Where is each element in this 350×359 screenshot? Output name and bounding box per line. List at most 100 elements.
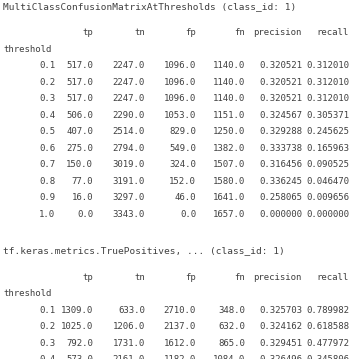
Text: 1382.0: 1382.0: [213, 144, 245, 153]
Text: 517.0: 517.0: [66, 61, 93, 70]
Text: 0.000000: 0.000000: [259, 210, 302, 219]
Text: 275.0: 275.0: [66, 144, 93, 153]
Text: tp: tp: [82, 272, 93, 281]
Text: precision: precision: [254, 28, 302, 37]
Text: 0.9: 0.9: [39, 194, 55, 202]
Text: 2247.0: 2247.0: [113, 94, 145, 103]
Text: 3019.0: 3019.0: [113, 160, 145, 169]
Text: 0.1: 0.1: [39, 61, 55, 70]
Text: 1182.0: 1182.0: [164, 355, 196, 359]
Text: tp: tp: [82, 28, 93, 37]
Text: 0.5: 0.5: [39, 127, 55, 136]
Text: 0.165963: 0.165963: [306, 144, 349, 153]
Text: 0.320521: 0.320521: [259, 78, 302, 87]
Text: 0.000000: 0.000000: [306, 210, 349, 219]
Text: 1206.0: 1206.0: [113, 322, 145, 331]
Text: 2290.0: 2290.0: [113, 111, 145, 120]
Text: 0.3: 0.3: [39, 94, 55, 103]
Text: 0.333738: 0.333738: [259, 144, 302, 153]
Text: 632.0: 632.0: [218, 322, 245, 331]
Text: 0.4: 0.4: [39, 355, 55, 359]
Text: 1641.0: 1641.0: [213, 194, 245, 202]
Text: 407.0: 407.0: [66, 127, 93, 136]
Text: 0.2: 0.2: [39, 78, 55, 87]
Text: 348.0: 348.0: [218, 306, 245, 314]
Text: 150.0: 150.0: [66, 160, 93, 169]
Text: 0.6: 0.6: [39, 144, 55, 153]
Text: threshold: threshold: [3, 289, 51, 298]
Text: tf.keras.metrics.TruePositives, ... (class_id: 1): tf.keras.metrics.TruePositives, ... (cla…: [3, 246, 285, 255]
Text: 16.0: 16.0: [71, 194, 93, 202]
Text: 0.320521: 0.320521: [259, 94, 302, 103]
Text: 0.245625: 0.245625: [306, 127, 349, 136]
Text: 0.0: 0.0: [180, 210, 196, 219]
Text: 573.0: 573.0: [66, 355, 93, 359]
Text: 3297.0: 3297.0: [113, 194, 145, 202]
Text: 0.258065: 0.258065: [259, 194, 302, 202]
Text: 2514.0: 2514.0: [113, 127, 145, 136]
Text: 0.325703: 0.325703: [259, 306, 302, 314]
Text: 0.326496: 0.326496: [259, 355, 302, 359]
Text: recall: recall: [317, 272, 349, 281]
Text: 549.0: 549.0: [169, 144, 196, 153]
Text: 1025.0: 1025.0: [61, 322, 93, 331]
Text: 0.009656: 0.009656: [306, 194, 349, 202]
Text: 3343.0: 3343.0: [113, 210, 145, 219]
Text: 77.0: 77.0: [71, 177, 93, 186]
Text: 2247.0: 2247.0: [113, 61, 145, 70]
Text: 0.046470: 0.046470: [306, 177, 349, 186]
Text: tn: tn: [134, 28, 145, 37]
Text: 2247.0: 2247.0: [113, 78, 145, 87]
Text: 1507.0: 1507.0: [213, 160, 245, 169]
Text: 792.0: 792.0: [66, 339, 93, 348]
Text: 0.324567: 0.324567: [259, 111, 302, 120]
Text: 2161.0: 2161.0: [113, 355, 145, 359]
Text: fn: fn: [234, 272, 245, 281]
Text: 1250.0: 1250.0: [213, 127, 245, 136]
Text: 0.305371: 0.305371: [306, 111, 349, 120]
Text: 0.0: 0.0: [77, 210, 93, 219]
Text: 0.1: 0.1: [39, 306, 55, 314]
Text: 0.618588: 0.618588: [306, 322, 349, 331]
Text: 0.2: 0.2: [39, 322, 55, 331]
Text: 517.0: 517.0: [66, 94, 93, 103]
Text: 2794.0: 2794.0: [113, 144, 145, 153]
Text: tn: tn: [134, 272, 145, 281]
Text: 0.345806: 0.345806: [306, 355, 349, 359]
Text: 1140.0: 1140.0: [213, 61, 245, 70]
Text: 0.477972: 0.477972: [306, 339, 349, 348]
Text: 0.312010: 0.312010: [306, 61, 349, 70]
Text: 0.312010: 0.312010: [306, 94, 349, 103]
Text: 1.0: 1.0: [39, 210, 55, 219]
Text: 865.0: 865.0: [218, 339, 245, 348]
Text: MultiClassConfusionMatrixAtThresholds (class_id: 1): MultiClassConfusionMatrixAtThresholds (c…: [3, 2, 296, 11]
Text: 1731.0: 1731.0: [113, 339, 145, 348]
Text: 46.0: 46.0: [175, 194, 196, 202]
Text: 1612.0: 1612.0: [164, 339, 196, 348]
Text: 0.336245: 0.336245: [259, 177, 302, 186]
Text: 2137.0: 2137.0: [164, 322, 196, 331]
Text: 0.320521: 0.320521: [259, 61, 302, 70]
Text: 1096.0: 1096.0: [164, 94, 196, 103]
Text: threshold: threshold: [3, 45, 51, 54]
Text: 0.312010: 0.312010: [306, 78, 349, 87]
Text: 517.0: 517.0: [66, 78, 93, 87]
Text: 1580.0: 1580.0: [213, 177, 245, 186]
Text: 0.090525: 0.090525: [306, 160, 349, 169]
Text: 1151.0: 1151.0: [213, 111, 245, 120]
Text: 1140.0: 1140.0: [213, 78, 245, 87]
Text: 1096.0: 1096.0: [164, 61, 196, 70]
Text: 0.8: 0.8: [39, 177, 55, 186]
Text: recall: recall: [317, 28, 349, 37]
Text: 1096.0: 1096.0: [164, 78, 196, 87]
Text: 2710.0: 2710.0: [164, 306, 196, 314]
Text: precision: precision: [254, 272, 302, 281]
Text: 3191.0: 3191.0: [113, 177, 145, 186]
Text: 633.0: 633.0: [118, 306, 145, 314]
Text: 1084.0: 1084.0: [213, 355, 245, 359]
Text: 0.316456: 0.316456: [259, 160, 302, 169]
Text: fp: fp: [185, 272, 196, 281]
Text: fn: fn: [234, 28, 245, 37]
Text: 1140.0: 1140.0: [213, 94, 245, 103]
Text: 0.7: 0.7: [39, 160, 55, 169]
